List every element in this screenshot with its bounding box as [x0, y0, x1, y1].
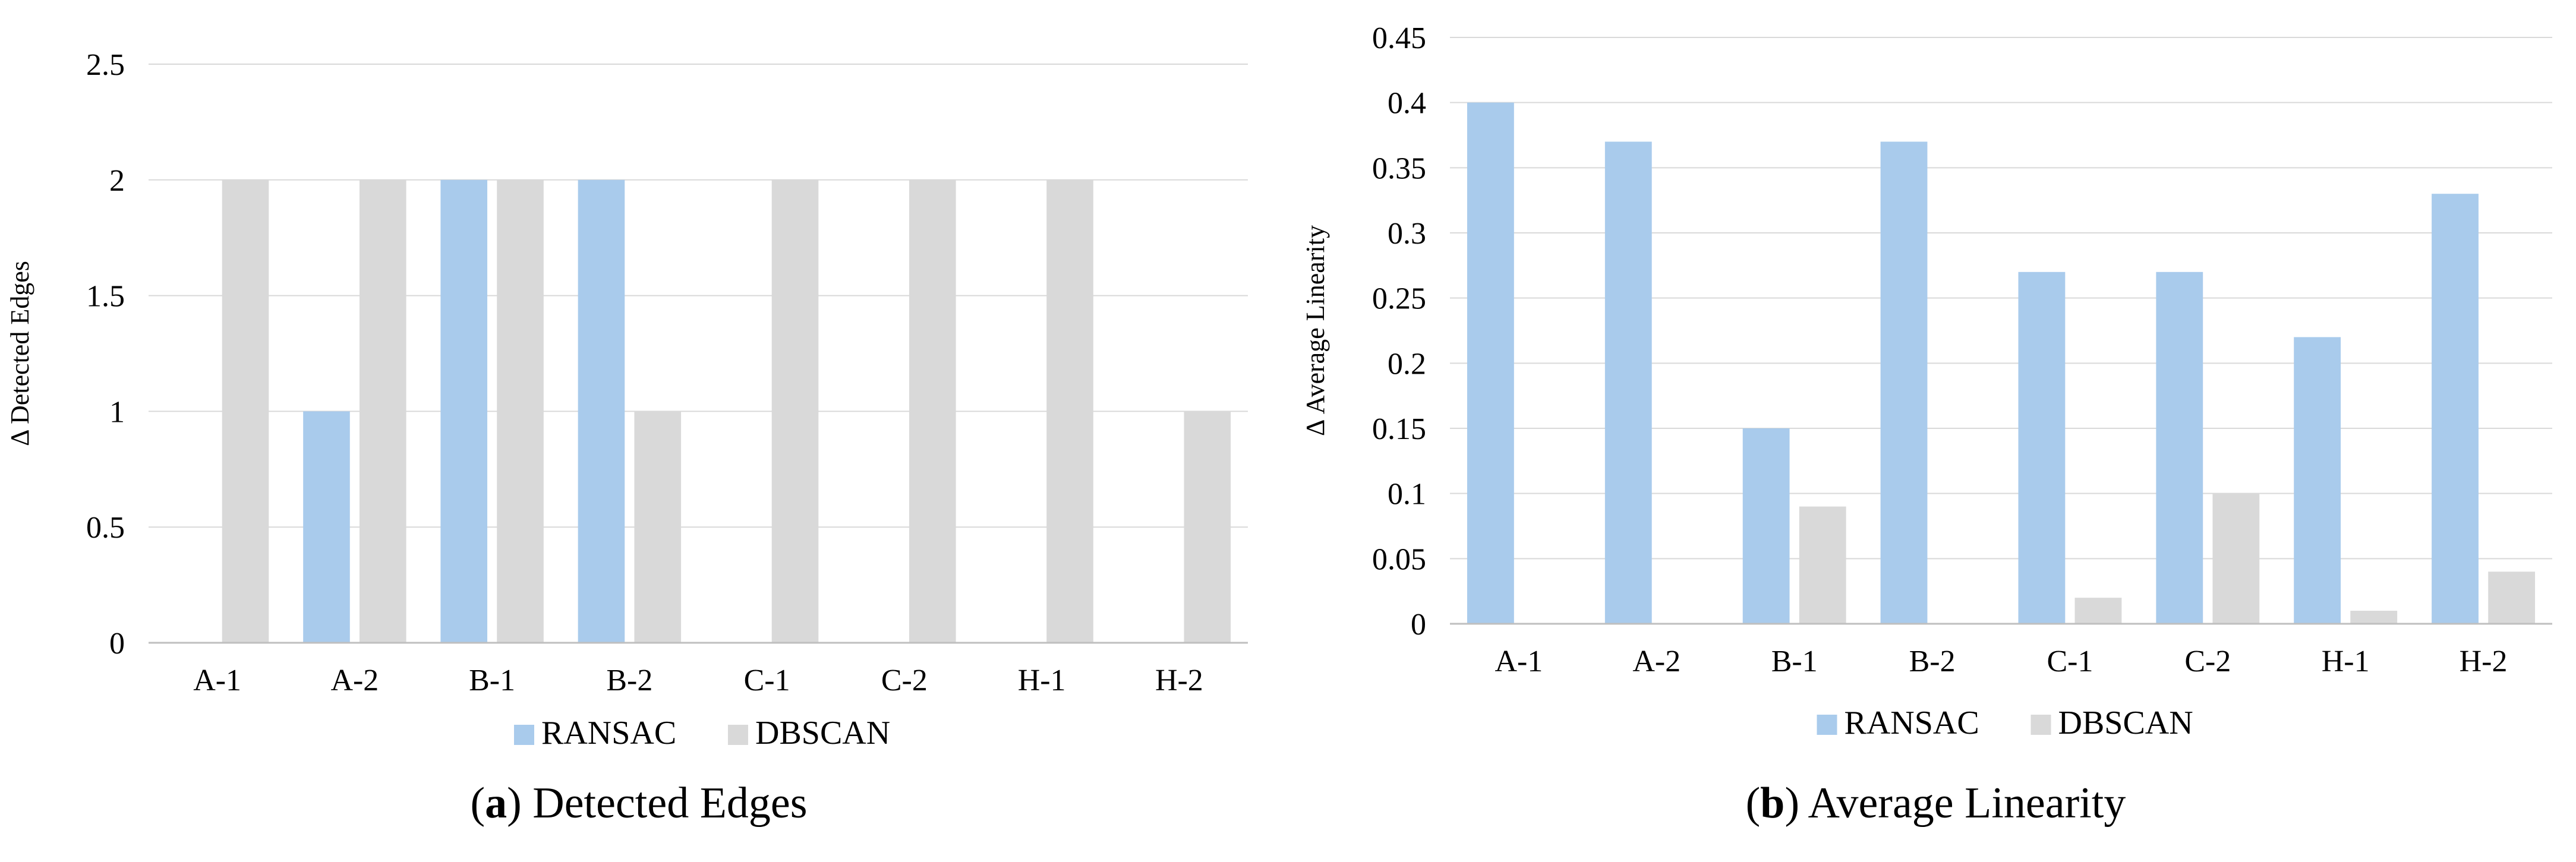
bar-dbscan-h-1	[1046, 179, 1093, 642]
legend-swatch-ransac	[1817, 715, 1837, 735]
bar-ransac-a-2	[303, 411, 350, 642]
bar-ransac-a-1	[1467, 102, 1514, 623]
x-tick-label: C-1	[2047, 645, 2093, 678]
y-tick-label: 0.1	[1388, 478, 1426, 511]
bar-ransac-b-2	[578, 179, 625, 642]
y-tick-label: 0.25	[1372, 282, 1426, 316]
bar-ransac-b-1	[1742, 428, 1790, 623]
x-tick-label: C-1	[744, 664, 790, 697]
caption-text: Detected Edges	[532, 779, 808, 828]
bar-ransac-b-2	[1880, 141, 1928, 623]
y-tick-label: 0.4	[1388, 87, 1426, 121]
legend-label-dbscan: DBSCAN	[2058, 705, 2193, 741]
bar-ransac-a-2	[1604, 141, 1652, 623]
legend-label-ransac: RANSAC	[1844, 705, 1979, 741]
x-tick-label: H-1	[1018, 664, 1066, 697]
x-tick-label: B-2	[1909, 645, 1956, 678]
y-tick-label: 1.5	[86, 280, 125, 314]
caption-detected-edges: (a) Detected Edges	[470, 779, 808, 828]
chart-detected-edges: 0 0.5 1 1.5 2 2.5 Δ Detected Edges A-1 A-2 B-1 B-2…	[0, 0, 1278, 862]
x-tick-label: H-1	[2322, 645, 2370, 678]
y-axis-label: Δ Detected Edges	[5, 261, 34, 446]
bar-dbscan-h-1	[2350, 611, 2398, 623]
bar-dbscan-c-1	[771, 179, 819, 642]
y-axis-label: Δ Average Linearity	[1301, 225, 1330, 436]
bar-dbscan-c-2	[2212, 493, 2260, 623]
y-tick-label: 0.15	[1372, 412, 1426, 446]
bar-dbscan-h-2	[2488, 571, 2536, 623]
legend-swatch-dbscan	[728, 725, 748, 745]
bar-dbscan-c-1	[2074, 598, 2122, 623]
y-tick-label: 0.05	[1372, 542, 1426, 576]
x-tick-label: B-2	[606, 664, 652, 697]
chart-average-linearity: 0 0.05 0.1 0.15 0.2 0.25 0.3 0.35 0.4 0.45 Δ Avera…	[1295, 0, 2576, 862]
bar-ransac-c-1	[2018, 271, 2066, 623]
y-tick-label: 0.45	[1372, 21, 1426, 55]
x-tick-label: C-2	[2184, 645, 2231, 678]
y-tick-label: 0.3	[1388, 217, 1426, 251]
x-tick-label: A-2	[1632, 645, 1680, 678]
legend-label-ransac: RANSAC	[541, 715, 676, 752]
x-tick-label: B-1	[469, 664, 515, 697]
caption-text: Average Linearity	[1808, 779, 2126, 828]
bar-dbscan-c-2	[909, 179, 956, 642]
x-tick-label: A-1	[1495, 645, 1543, 678]
bar-ransac-h-1	[2294, 337, 2341, 623]
y-tick-label: 0.2	[1388, 347, 1426, 381]
y-tick-label: 2	[109, 164, 125, 198]
legend-swatch-ransac	[514, 725, 534, 745]
caption-letter: a	[485, 779, 507, 828]
x-tick-label: B-1	[1771, 645, 1818, 678]
caption-letter: b	[1760, 779, 1785, 828]
bar-ransac-b-1	[440, 179, 488, 642]
legend-swatch-dbscan	[2030, 715, 2051, 735]
y-tick-label: 0.35	[1372, 151, 1426, 185]
bar-dbscan-b-1	[497, 179, 544, 642]
x-tick-label: C-2	[881, 664, 928, 697]
y-tick-label: 0.5	[86, 511, 125, 545]
y-tick-label: 2.5	[86, 48, 125, 82]
bar-dbscan-h-2	[1184, 411, 1231, 642]
y-tick-label: 0	[109, 627, 125, 661]
bar-ransac-h-2	[2432, 194, 2479, 623]
chart-average-linearity-svg: 0 0.05 0.1 0.15 0.2 0.25 0.3 0.35 0.4 0.45 Δ Avera…	[1301, 21, 2552, 741]
x-tick-label: H-2	[2460, 645, 2508, 678]
x-tick-label: A-2	[330, 664, 379, 697]
bar-ransac-c-2	[2156, 271, 2203, 623]
y-tick-label: 0	[1411, 608, 1426, 642]
x-tick-label: H-2	[1155, 664, 1203, 697]
caption-average-linearity: (b) Average Linearity	[1745, 779, 2126, 828]
x-tick-label: A-1	[193, 664, 241, 697]
chart-detected-edges-svg: 0 0.5 1 1.5 2 2.5 Δ Detected Edges A-1 A-2 B-1 B-2…	[5, 48, 1248, 752]
legend-label-dbscan: DBSCAN	[755, 715, 890, 752]
y-tick-label: 1	[109, 395, 125, 429]
bar-dbscan-a-2	[359, 179, 406, 642]
bar-dbscan-b-2	[634, 411, 682, 642]
bar-dbscan-a-1	[222, 179, 269, 642]
bar-dbscan-b-1	[1799, 506, 1846, 623]
